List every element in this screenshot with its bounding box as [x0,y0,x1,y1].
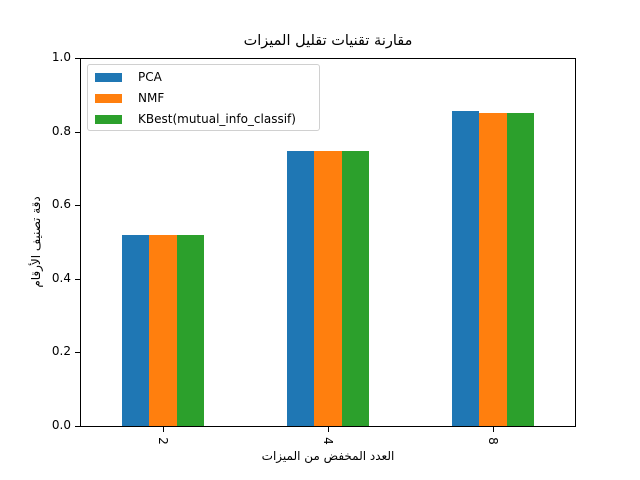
bar-kbest-4 [341,151,370,426]
y-tick-label: 0.6 [51,197,71,212]
x-tick-label: 4 [320,437,335,445]
y-tick-mark [75,352,80,354]
plot-area [80,58,576,427]
bar-nmf-8 [479,112,507,426]
x-axis-label: العدد المخفض من الميزات [261,449,395,463]
x-tick-label: 2 [155,437,170,445]
y-tick-label: 0.4 [51,270,71,285]
legend-item: KBest(mutual_info_classif) [95,111,296,127]
x-tick-label: 8 [485,437,500,445]
bar-nmf-2 [149,235,177,426]
legend-label: KBest(mutual_info_classif) [138,112,296,126]
x-tick-mark [328,427,329,432]
bar-pca-4 [286,151,315,426]
bar-pca-8 [451,110,480,426]
x-tick-mark [493,427,494,432]
y-tick-mark [75,205,80,207]
y-tick-mark [75,278,80,280]
legend-item: PCA [95,69,162,85]
legend-item: NMF [95,90,164,106]
y-tick-mark [75,131,80,133]
legend-swatch-icon [95,114,122,124]
bar-pca-2 [121,235,150,426]
y-axis-label: دقة تصنيف الأرقام [29,196,43,288]
bar-nmf-4 [314,151,342,426]
y-tick-label: 0.0 [51,418,71,432]
y-tick-label: 0.2 [51,344,71,359]
chart-title: مقارنة تقنيات تقليل الميزات [243,33,413,49]
y-tick-mark [75,426,80,427]
y-tick-label: 0.8 [51,123,71,138]
bar-kbest-2 [176,235,205,426]
legend-label: NMF [138,91,165,105]
y-tick-label: 1.0 [51,50,71,64]
legend-swatch-icon [95,72,122,82]
legend-label: PCA [138,70,162,84]
y-tick-mark [75,58,80,59]
x-tick-mark [163,427,164,432]
legend-swatch-icon [95,93,122,103]
legend: PCA NMF KBest(mutual_info_classif) [87,64,320,131]
bar-kbest-8 [506,112,535,426]
